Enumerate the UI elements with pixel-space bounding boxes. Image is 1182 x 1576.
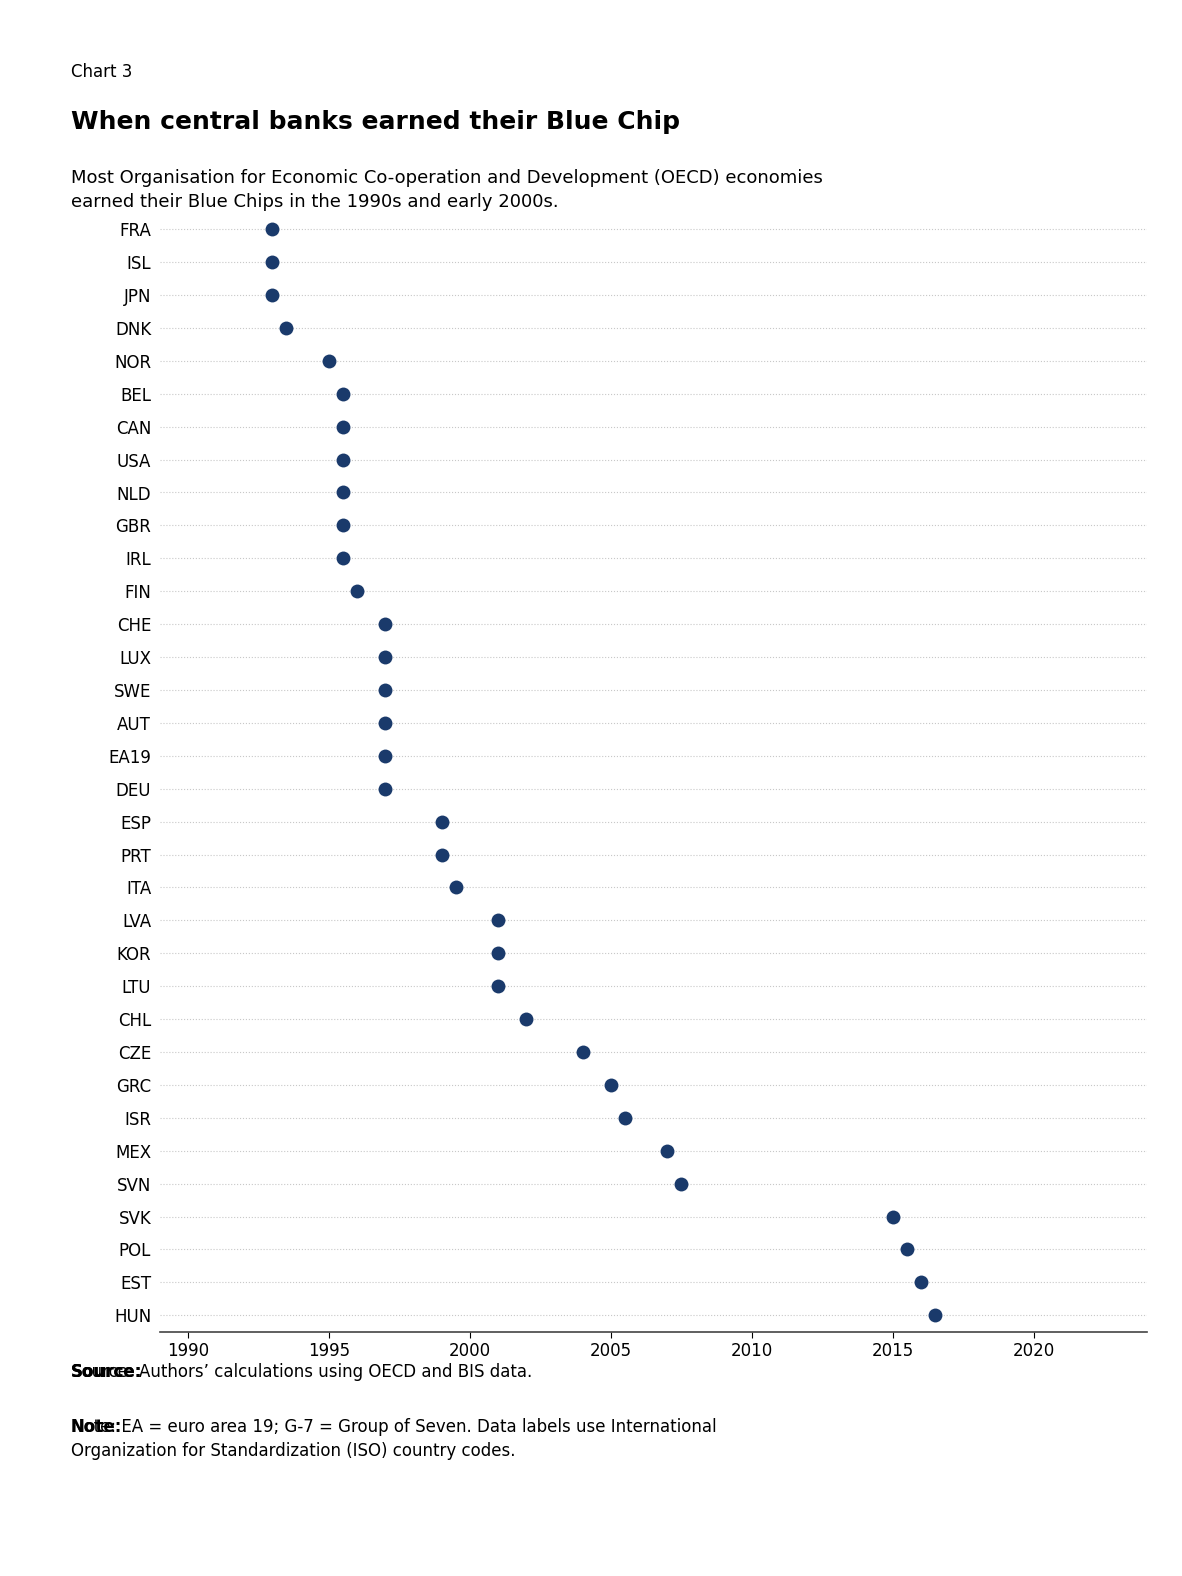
Point — [573, 1040, 592, 1065]
Point — [616, 1105, 635, 1130]
Point — [376, 678, 395, 703]
Point — [926, 1303, 944, 1329]
Text: Source: Authors’ calculations using OECD and BIS data.: Source: Authors’ calculations using OECD… — [71, 1363, 532, 1381]
Point — [376, 645, 395, 670]
Point — [376, 775, 395, 801]
Point — [333, 512, 352, 537]
Point — [488, 908, 507, 933]
Text: When central banks earned their Blue Chip: When central banks earned their Blue Chi… — [71, 110, 680, 134]
Point — [262, 282, 281, 307]
Text: Note: EA = euro area 19; G-7 = Group of Seven. Data labels use International
Org: Note: EA = euro area 19; G-7 = Group of … — [71, 1418, 716, 1459]
Text: Source:: Source: — [71, 1363, 142, 1381]
Point — [333, 545, 352, 571]
Point — [333, 414, 352, 440]
Point — [262, 216, 281, 241]
Point — [262, 249, 281, 274]
Point — [319, 348, 338, 374]
Point — [897, 1237, 916, 1262]
Text: Note:: Note: — [71, 1418, 122, 1436]
Point — [376, 744, 395, 769]
Point — [517, 1007, 535, 1032]
Text: Source: Authors’ calculations using OECD and BIS data.: Source: Authors’ calculations using OECD… — [71, 1363, 532, 1381]
Point — [671, 1171, 690, 1196]
Text: Most Organisation for Economic Co-operation and Development (OECD) economies
ear: Most Organisation for Economic Co-operat… — [71, 169, 823, 211]
Point — [376, 711, 395, 736]
Point — [333, 381, 352, 407]
Point — [447, 875, 466, 900]
Point — [333, 479, 352, 504]
Point — [333, 448, 352, 473]
Text: Source:: Source: — [71, 1363, 142, 1381]
Point — [277, 315, 296, 340]
Point — [433, 842, 452, 867]
Text: Chart 3: Chart 3 — [71, 63, 132, 80]
Point — [883, 1204, 902, 1229]
Point — [911, 1270, 930, 1295]
Point — [348, 578, 366, 604]
Point — [376, 611, 395, 637]
Point — [488, 941, 507, 966]
Point — [602, 1072, 621, 1097]
Point — [433, 808, 452, 834]
Point — [657, 1138, 676, 1163]
Point — [488, 974, 507, 999]
